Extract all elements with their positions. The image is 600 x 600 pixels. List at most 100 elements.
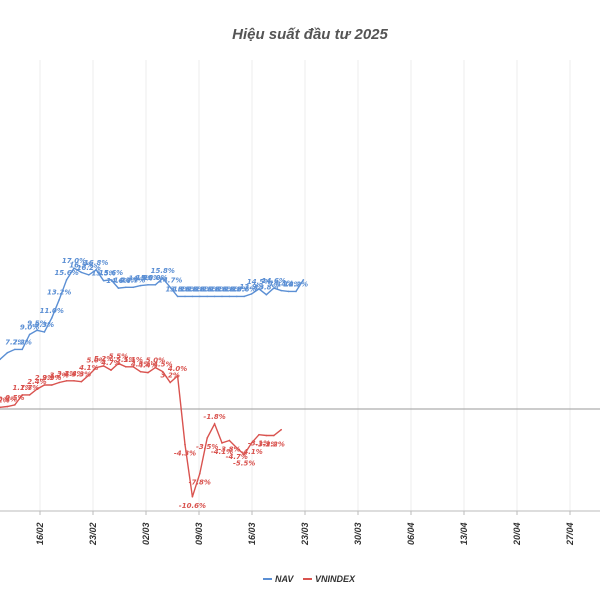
- vnindex-point: [65, 380, 68, 382]
- vnindex-point: [102, 365, 105, 367]
- nav-data-label: 16.8%: [84, 259, 108, 267]
- nav-point: [265, 293, 268, 296]
- nav-data-label: 13.6%: [225, 285, 249, 293]
- nav-data-label: 14.7%: [121, 276, 145, 284]
- vnindex-point: [206, 437, 208, 439]
- vnindex-point: [280, 428, 283, 431]
- nav-point: [139, 284, 142, 287]
- vnindex-point: [6, 405, 9, 408]
- x-tick-label: 30/03: [353, 522, 363, 545]
- nav-data-label: 14.2%: [276, 280, 300, 288]
- x-tick-label: 20/04: [512, 522, 522, 546]
- nav-point: [0, 358, 1, 361]
- vnindex-point: [110, 369, 112, 371]
- nav-point: [273, 287, 275, 289]
- legend: NAV VNINDEX: [263, 574, 356, 584]
- nav-data-label: 14.7%: [158, 276, 182, 284]
- series-vnindex: 0.2%0.3%0.5%1.7%1.7%2.4%2.9%2.9%3.2%3.4%…: [0, 352, 285, 510]
- vnindex-point: [228, 439, 231, 442]
- vnindex-point: [36, 388, 38, 390]
- nav-point: [14, 348, 16, 351]
- nav-data-label: 13.6%: [232, 285, 256, 293]
- x-tick-label: 09/03: [194, 522, 204, 545]
- nav-data-label: 14.3%: [269, 280, 293, 288]
- vnindex-point: [147, 371, 149, 374]
- vnindex-data-label: 4.0%: [168, 365, 187, 373]
- nav-point: [36, 329, 38, 332]
- x-tick-label: 13/04: [459, 522, 469, 545]
- vnindex-data-label: 3.2%: [160, 372, 179, 380]
- vnindex-data-label: 0.3%: [0, 396, 17, 404]
- nav-data-label: 15.8%: [151, 267, 175, 275]
- x-tick-label: 23/03: [300, 522, 310, 546]
- nav-point: [221, 295, 223, 298]
- nav-point: [43, 331, 46, 333]
- nav-data-label: 15.5%: [91, 270, 115, 278]
- vnindex-data-label: 1.7%: [20, 384, 39, 392]
- nav-point: [73, 267, 75, 270]
- vnindex-point: [176, 375, 179, 377]
- vnindex-data-label: 4.5%: [153, 361, 172, 369]
- vnindex-point: [14, 404, 16, 406]
- nav-data-label: 14.2%: [284, 280, 308, 288]
- nav-point: [58, 298, 60, 301]
- x-tick-label: 16/02: [35, 522, 45, 545]
- vnindex-point: [51, 384, 53, 386]
- vnindex-data-label: 3.4%: [57, 370, 76, 378]
- vnindex-point: [250, 442, 253, 444]
- vertical-gridlines: [39, 60, 571, 511]
- nav-point: [176, 295, 179, 298]
- nav-data-label: 13.6%: [210, 285, 234, 293]
- nav-point: [147, 284, 149, 286]
- vnindex-point: [236, 447, 238, 449]
- nav-data-label: 14.6%: [262, 277, 286, 285]
- vnindex-data-label: 5.1%: [123, 356, 142, 364]
- nav-point: [6, 351, 9, 354]
- nav-point: [154, 284, 157, 286]
- nav-point: [21, 348, 24, 351]
- nav-line: [0, 267, 304, 360]
- vnindex-point: [243, 453, 245, 456]
- vnindex-data-label: -10.6%: [179, 502, 206, 510]
- vnindex-point: [28, 394, 31, 396]
- nav-data-label: 13.2%: [47, 289, 71, 297]
- nav-point: [280, 289, 283, 292]
- nav-data-label: 13.6%: [217, 285, 241, 293]
- vnindex-point: [43, 384, 46, 386]
- vnindex-data-label: -4.1%: [240, 448, 262, 456]
- chart-title: Hiệu suất đầu tư 2025: [232, 26, 388, 43]
- vnindex-point: [0, 406, 1, 409]
- vnindex-point: [221, 442, 223, 444]
- vnindex-point: [154, 366, 157, 369]
- nav-point: [169, 286, 171, 289]
- vnindex-point: [80, 380, 83, 383]
- nav-data-label: 14.9%: [128, 275, 152, 283]
- nav-point: [258, 288, 260, 290]
- legend-vnindex-label: VNINDEX: [315, 574, 356, 584]
- nav-data-label: 13.6%: [202, 285, 226, 293]
- vnindex-point: [169, 381, 171, 384]
- nav-point: [125, 286, 127, 289]
- vnindex-data-label: 4.5%: [131, 361, 150, 369]
- vnindex-point: [139, 370, 142, 373]
- nav-point: [102, 279, 105, 282]
- vnindex-data-label: 1.7%: [12, 384, 31, 392]
- nav-data-label: 13.8%: [254, 284, 278, 292]
- vnindex-data-label: 2.4%: [27, 378, 46, 386]
- vnindex-data-label: 5.5%: [109, 352, 128, 360]
- nav-point: [184, 295, 186, 298]
- vnindex-data-label: 4.4%: [138, 362, 157, 370]
- x-tick-label: 02/03: [141, 522, 151, 545]
- legend-nav-label: NAV: [275, 574, 294, 584]
- vnindex-data-label: -4.3%: [174, 450, 196, 458]
- vnindex-data-label: -7.8%: [189, 479, 211, 487]
- vnindex-data-label: 0.2%: [0, 396, 10, 404]
- vnindex-data-label: 5.0%: [146, 357, 165, 365]
- nav-data-label: 15.0%: [136, 274, 160, 282]
- nav-point: [213, 295, 216, 298]
- nav-data-label: 14.5%: [247, 278, 271, 286]
- vnindex-point: [125, 365, 127, 368]
- nav-point: [206, 295, 208, 298]
- vnindex-data-label: 4.1%: [79, 364, 98, 372]
